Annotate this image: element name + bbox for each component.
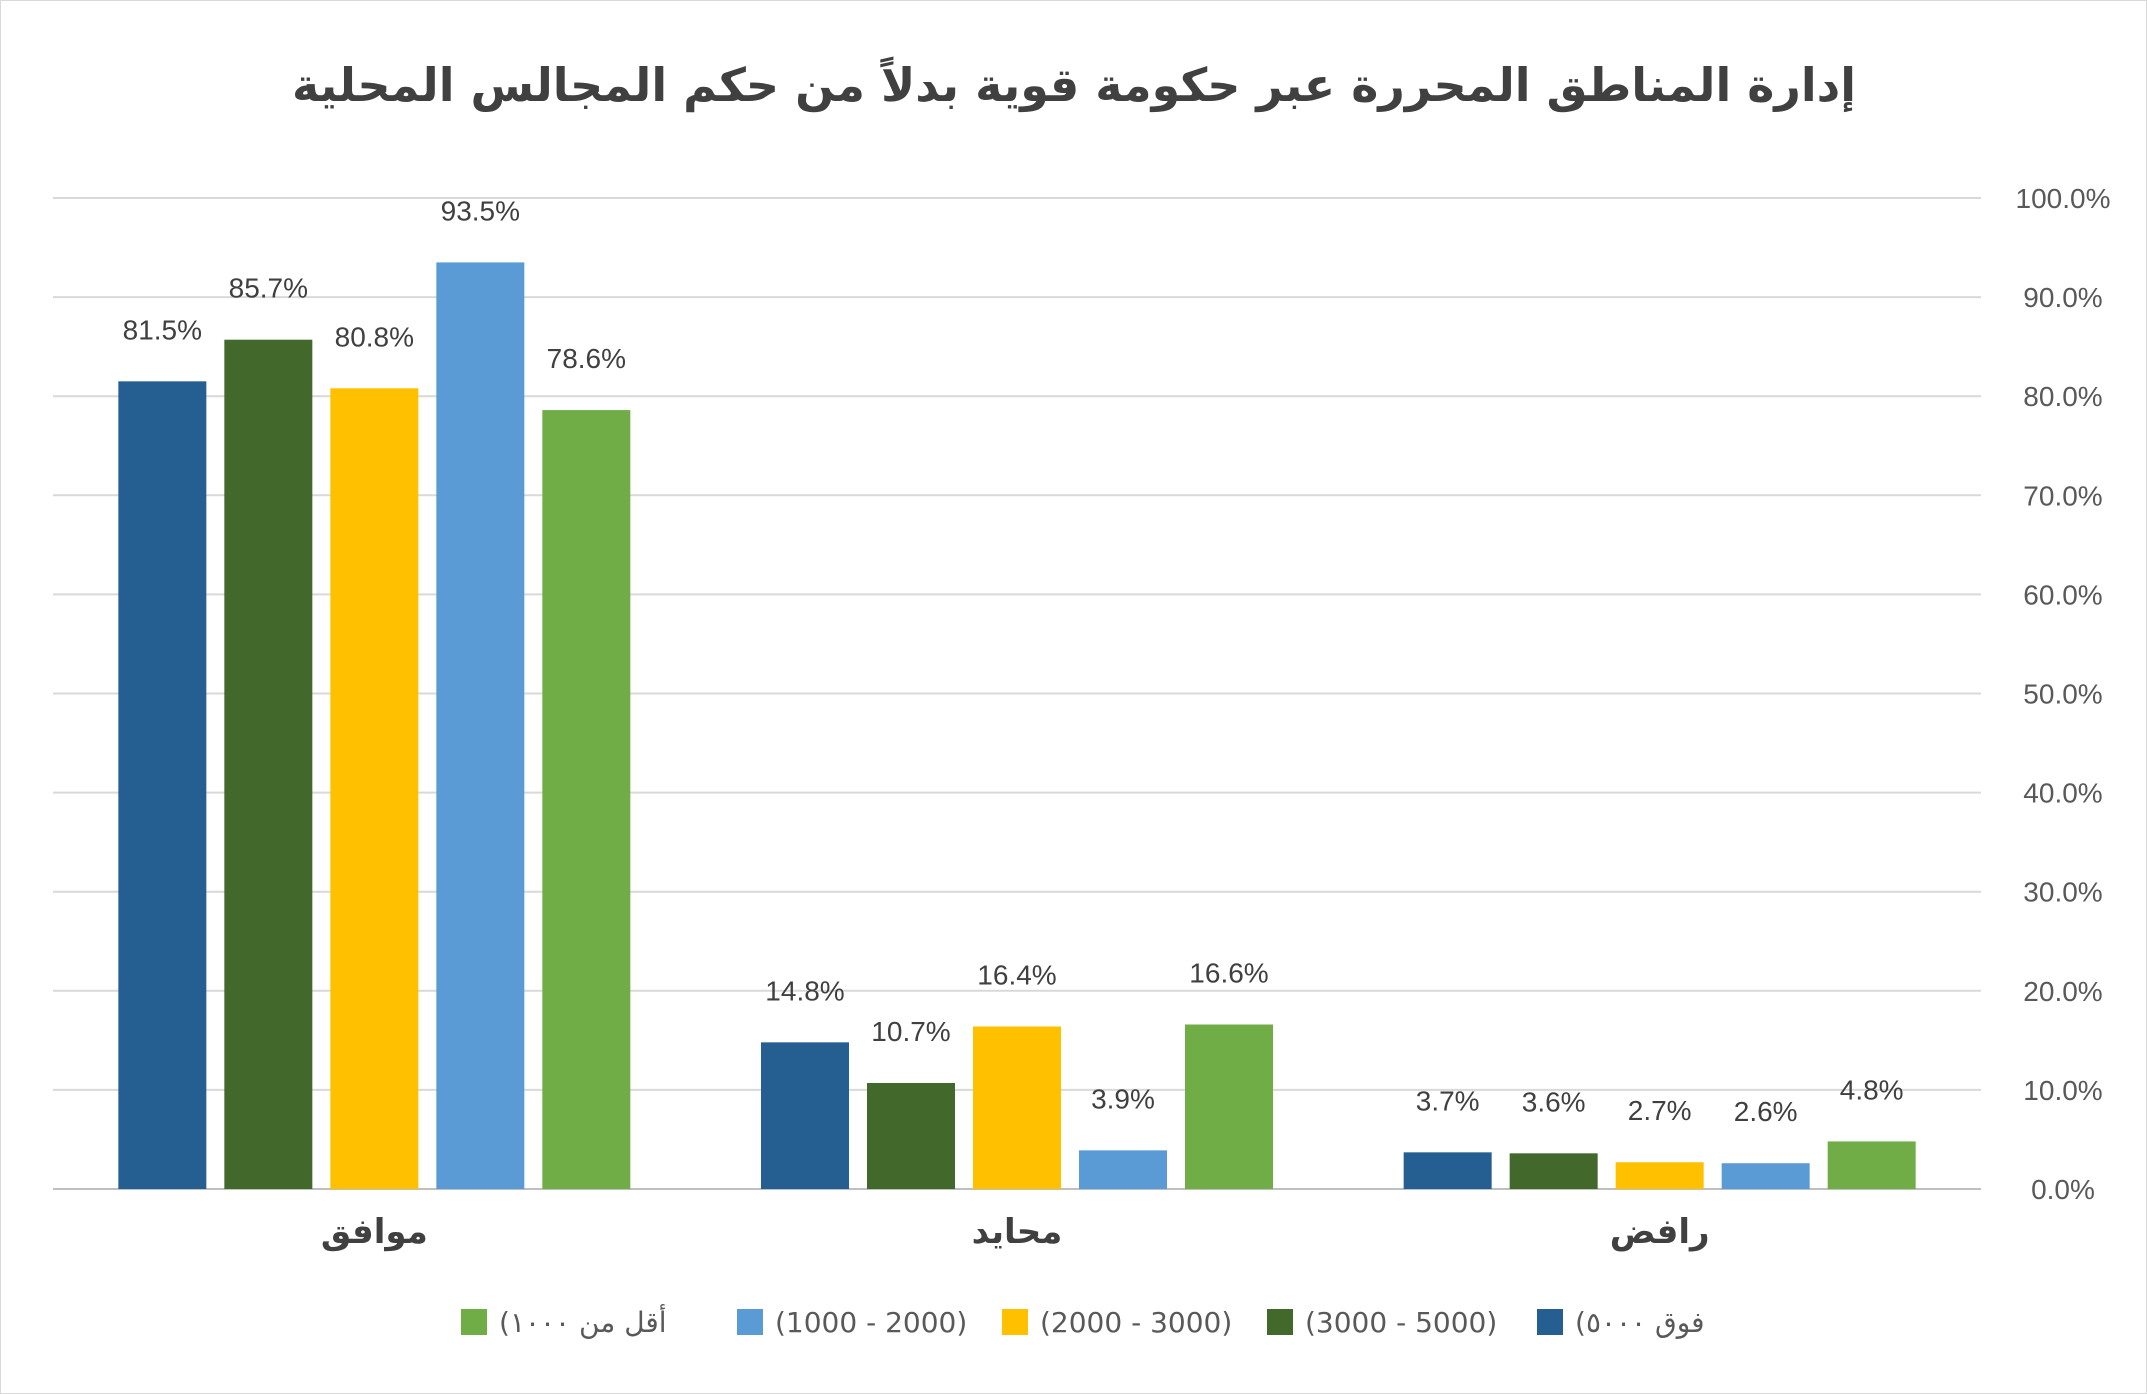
bar: [224, 339, 313, 1189]
data-label: 80.8%: [335, 321, 414, 352]
data-label: 14.8%: [765, 975, 844, 1006]
bar: [761, 1042, 849, 1189]
x-axis-categories: موافق محايد رافض: [321, 1212, 1710, 1252]
bars: [118, 262, 1916, 1190]
data-label: 16.6%: [1189, 957, 1268, 988]
y-tick-label: 20.0%: [2023, 976, 2102, 1007]
bar: [1827, 1141, 1916, 1189]
y-tick-label: 60.0%: [2023, 579, 2102, 610]
data-label: 16.4%: [977, 959, 1056, 990]
y-tick-label: 80.0%: [2023, 381, 2102, 412]
bar: [118, 381, 207, 1190]
data-label: 3.9%: [1091, 1083, 1155, 1114]
legend-label: (فوق ٥٠٠٠: [1575, 1306, 1705, 1339]
data-label: 78.6%: [547, 343, 626, 374]
bar: [1721, 1163, 1810, 1189]
legend-swatch: [1267, 1309, 1293, 1335]
y-tick-label: 100.0%: [2016, 183, 2111, 214]
y-tick-label: 30.0%: [2023, 877, 2102, 908]
bar: [1615, 1162, 1704, 1189]
legend: (فوق ٥٠٠٠ (3000 - 5000) (2000 - 3000) (1000…: [461, 1303, 1705, 1339]
bar: [1403, 1152, 1492, 1189]
data-labels: 81.5% 85.7% 80.8% 93.5% 78.6% 14.8% 10.7% 16.4%…: [123, 195, 1904, 1127]
bar: [867, 1082, 955, 1189]
data-label: 10.7%: [871, 1016, 950, 1047]
legend-label: (2000 - 3000): [1040, 1306, 1232, 1339]
y-tick-label: 50.0%: [2023, 679, 2102, 710]
y-tick-label: 40.0%: [2023, 778, 2102, 809]
legend-swatch: [461, 1309, 487, 1335]
y-tick-label: 10.0%: [2023, 1075, 2102, 1106]
y-tick-label: 70.0%: [2023, 480, 2102, 511]
data-label: 85.7%: [229, 273, 308, 304]
data-label: 2.6%: [1734, 1096, 1798, 1127]
bar: [1079, 1150, 1167, 1189]
y-tick-label: 0.0%: [2031, 1174, 2095, 1205]
legend-swatch: [737, 1309, 763, 1335]
data-label: 4.8%: [1840, 1074, 1904, 1105]
data-label: 93.5%: [441, 195, 520, 226]
y-tick-label: 90.0%: [2023, 282, 2102, 313]
legend-label: (3000 - 5000): [1305, 1306, 1497, 1339]
bar: [330, 388, 419, 1190]
bar: [1185, 1024, 1273, 1189]
category-label: محايد: [972, 1212, 1063, 1252]
bar: [436, 262, 525, 1189]
legend-swatch: [1002, 1309, 1028, 1335]
legend-label: (1000 - 2000): [775, 1306, 967, 1339]
category-label: رافض: [1610, 1212, 1710, 1252]
chart-title: إدارة المناطق المحررة عبر حكومة قوية بدل…: [292, 56, 1856, 113]
bar: [973, 1026, 1061, 1189]
data-label: 3.7%: [1416, 1085, 1480, 1116]
y-axis-ticks: 0.0% 10.0% 20.0% 30.0% 40.0% 50.0% 60.0% 70.0% 8…: [2016, 183, 2111, 1205]
data-label: 3.6%: [1522, 1086, 1586, 1117]
legend-swatch: [1537, 1309, 1563, 1335]
data-label: 2.7%: [1628, 1095, 1692, 1126]
data-label: 81.5%: [123, 314, 202, 345]
legend-label: (أقل من ١٠٠٠: [499, 1303, 667, 1339]
bar: [1509, 1153, 1598, 1189]
category-label: موافق: [321, 1212, 428, 1252]
bar: [542, 410, 631, 1190]
